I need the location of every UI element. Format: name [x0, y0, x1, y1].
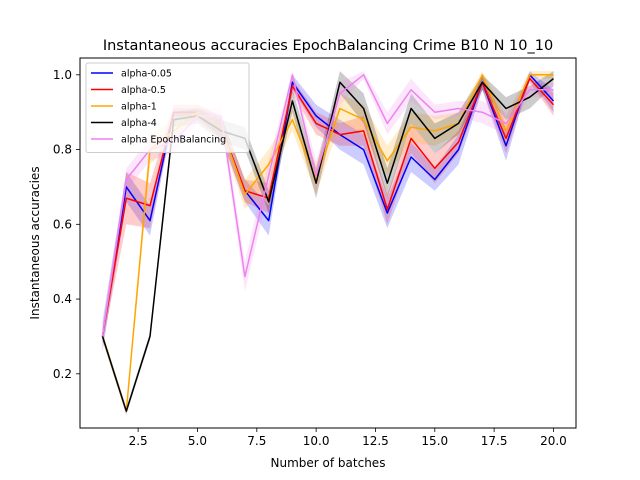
legend-label-alpha-1: alpha-1 — [121, 102, 157, 113]
legend-label-alpha-0-05: alpha-0.05 — [121, 69, 172, 80]
x-tick-label: 17.5 — [481, 434, 508, 448]
x-axis-label: Number of batches — [271, 456, 386, 470]
legend: alpha-0.05 alpha-0.5 alpha-1 alpha-4 alpha E… — [85, 62, 250, 153]
x-tick-label: 5.0 — [188, 434, 207, 448]
legend-label-alpha-epochbalancing: alpha EpochBalancing — [121, 135, 226, 146]
x-tick-label: 20.0 — [540, 434, 567, 448]
y-tick-label: 0.2 — [53, 367, 72, 381]
plot-frame — [79, 57, 577, 429]
band-alpha-4 — [102, 71, 554, 415]
y-tick-label: 0.4 — [53, 292, 72, 306]
legend-box — [85, 62, 250, 153]
legend-label-alpha-0-5: alpha-0.5 — [121, 85, 166, 96]
legend-label-alpha-4: alpha-4 — [121, 118, 157, 129]
chart-title: Instantaneous accuracies EpochBalancing … — [103, 38, 553, 54]
band-alpha-1 — [102, 71, 554, 415]
y-tick-label: 1.0 — [53, 68, 72, 82]
y-tick-label: 0.8 — [53, 143, 72, 157]
x-tick-label: 12.5 — [362, 434, 389, 448]
y-tick-label: 0.6 — [53, 217, 72, 231]
y-axis: 0.2 0.4 0.6 0.8 1.0 — [53, 68, 80, 381]
x-axis: 2.5 5.0 7.5 10.0 12.5 15.0 17.5 20.0 — [129, 428, 567, 448]
x-tick-label: 7.5 — [247, 434, 266, 448]
y-axis-label: Instantaneous accuracies — [28, 166, 42, 319]
x-tick-label: 2.5 — [129, 434, 148, 448]
band-alpha-0-05 — [102, 71, 554, 352]
x-tick-label: 10.0 — [303, 434, 330, 448]
x-tick-label: 15.0 — [421, 434, 448, 448]
